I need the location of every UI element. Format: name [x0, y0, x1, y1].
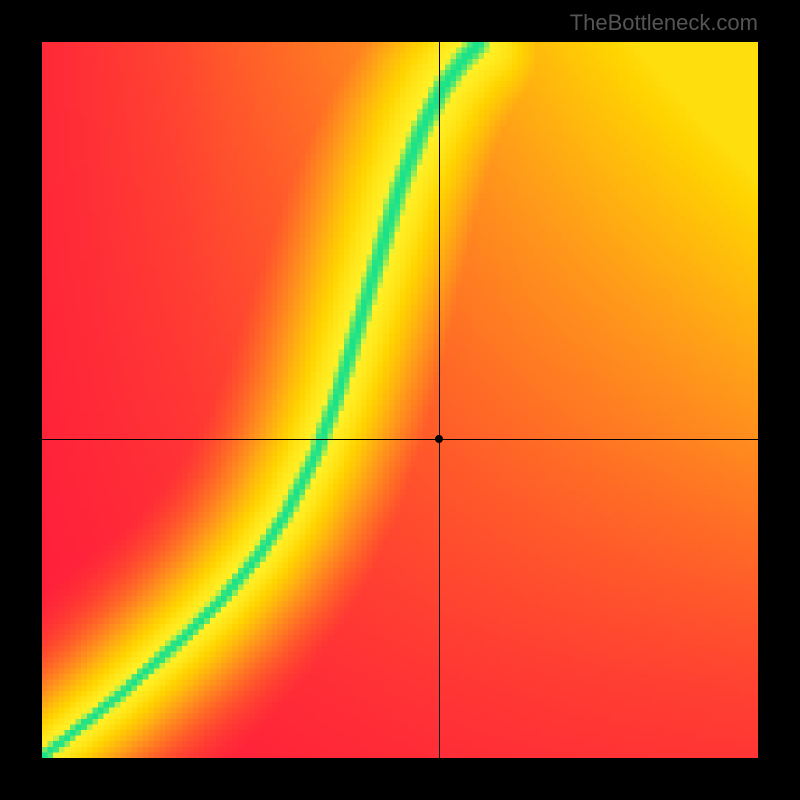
crosshair-horizontal-line — [42, 439, 758, 440]
crosshair-vertical-line — [439, 42, 440, 758]
watermark-text: TheBottleneck.com — [570, 10, 758, 36]
chart-container: TheBottleneck.com — [0, 0, 800, 800]
bottleneck-heatmap — [42, 42, 758, 758]
